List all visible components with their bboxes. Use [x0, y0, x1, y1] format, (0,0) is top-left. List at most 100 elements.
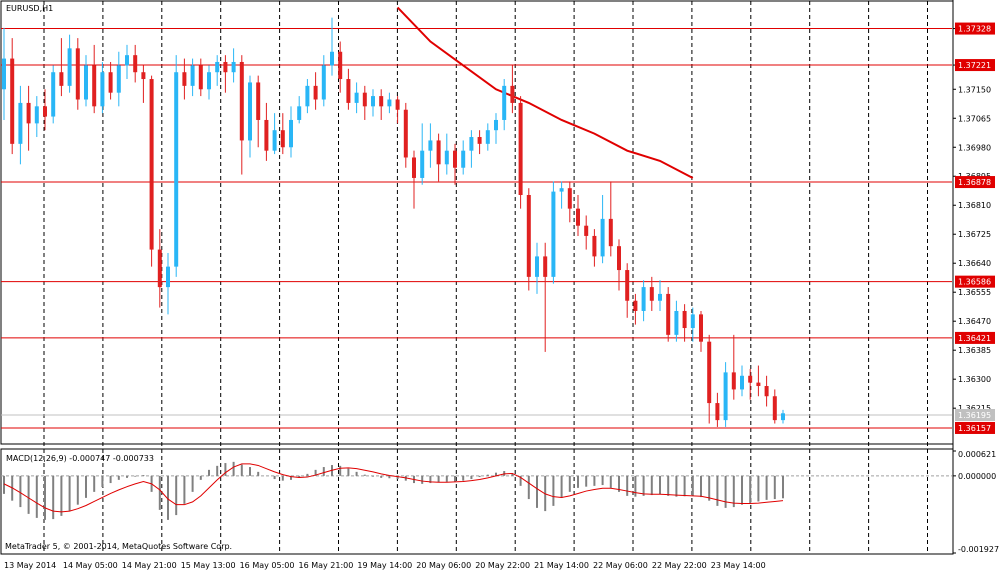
price-level-tag-text: 1.36421	[958, 334, 991, 343]
candle-body	[84, 65, 88, 100]
candle-body	[485, 130, 490, 144]
candle-body	[690, 314, 695, 329]
candle-body	[2, 58, 6, 90]
candle-body	[379, 96, 384, 107]
candle-body	[551, 191, 556, 277]
price-level-tag[interactable]: 1.37328	[955, 22, 995, 35]
price-level-tag[interactable]: 1.36157	[955, 421, 995, 434]
candle-body	[699, 314, 703, 342]
candle-body	[190, 65, 195, 86]
candle-body	[289, 119, 293, 148]
candle-body	[395, 99, 400, 110]
time-axis-label: 20 May 06:00	[416, 561, 471, 570]
time-axis-label: 15 May 13:00	[181, 561, 236, 570]
candle-body	[674, 310, 679, 335]
time-axis-label: 13 May 2014	[4, 561, 56, 570]
candle-body	[772, 396, 777, 421]
time-axis-label: 23 May 14:00	[711, 561, 766, 570]
candle-body	[658, 293, 662, 301]
candle-body	[280, 130, 285, 148]
candle-body	[272, 130, 277, 151]
price-level-tag[interactable]: 1.36421	[955, 331, 995, 344]
candle-body	[256, 82, 261, 120]
current-price-tag-text: 1.36195	[958, 411, 991, 420]
candle-body	[141, 72, 146, 80]
price-axis-label: 1.36810	[958, 201, 991, 210]
candle-body	[264, 119, 269, 151]
axis-layer: 1.37328 1.37221 1.37150 1.37065 1.36980 1.368…	[4, 22, 999, 570]
macd-axis-label: 0.000000	[958, 472, 996, 481]
macd-layer	[1, 461, 952, 520]
candle-body	[387, 99, 392, 107]
candle-body	[198, 65, 203, 90]
candles-layer	[2, 17, 785, 427]
price-level-tag-bg	[955, 176, 995, 189]
candle-body	[248, 82, 252, 141]
price-axis-label: 1.36555	[958, 288, 991, 297]
price-level-tag[interactable]: 1.37221	[955, 59, 995, 72]
current-price-tag: 1.36195	[955, 409, 995, 422]
candle-body	[239, 61, 244, 141]
candle-body	[297, 106, 302, 120]
candle-body	[625, 270, 630, 301]
candle-body	[223, 61, 228, 73]
candle-body	[781, 413, 785, 421]
candle-body	[723, 372, 728, 421]
price-axis-label: 1.36300	[958, 375, 991, 384]
candle-body	[207, 72, 211, 90]
price-level-tag-text: 1.37221	[958, 61, 991, 70]
candle-body	[125, 55, 129, 66]
candle-body	[461, 150, 466, 168]
candle-body	[182, 72, 187, 86]
macd-signal-line	[3, 463, 784, 513]
candle-body	[633, 300, 638, 311]
candle-body	[682, 310, 687, 329]
macd-axis-label: 0.000621	[958, 450, 996, 459]
time-axis-label: 19 May 14:00	[357, 561, 412, 570]
candle-body	[133, 55, 138, 73]
candle-body	[641, 287, 646, 311]
candle-body	[666, 293, 671, 335]
candle-body	[740, 375, 744, 390]
candle-body	[116, 65, 121, 93]
candle-body	[231, 61, 236, 73]
candle-body	[92, 65, 97, 107]
time-axis-label: 22 May 22:00	[652, 561, 707, 570]
candle-body	[494, 119, 498, 131]
price-level-tag-text: 1.37328	[958, 25, 991, 34]
price-level-tag[interactable]: 1.36878	[955, 176, 995, 189]
candle-body	[59, 72, 64, 86]
candle-body	[567, 188, 572, 209]
candle-body	[543, 256, 548, 277]
candle-body	[608, 218, 613, 247]
candle-body	[477, 137, 482, 144]
candle-body	[756, 382, 761, 387]
candle-body	[371, 96, 375, 107]
candle-body	[518, 102, 523, 196]
candle-body	[526, 195, 531, 277]
candle-body	[26, 102, 31, 124]
candle-body	[75, 48, 80, 100]
price-axis-label: 1.36215	[958, 404, 991, 413]
candle-body	[420, 150, 425, 178]
moving-average-layer	[396, 6, 694, 179]
candle-body	[617, 246, 621, 271]
time-axis-label: 22 May 06:00	[593, 561, 648, 570]
candle-body	[149, 79, 154, 250]
candle-body	[428, 140, 433, 151]
price-axis-label: 1.37150	[958, 85, 991, 94]
candle-body	[215, 61, 220, 73]
macd-axis-label: -0.001927	[958, 545, 999, 554]
candle-body	[436, 140, 441, 165]
price-axis-label: 1.36725	[958, 230, 991, 239]
price-level-tag-bg	[955, 22, 995, 35]
price-level-tag[interactable]: 1.36586	[955, 275, 995, 288]
candle-body	[362, 92, 367, 107]
candle-body	[469, 137, 474, 151]
candle-body	[100, 72, 105, 107]
candle-body	[576, 208, 580, 226]
time-axis-label: 20 May 22:00	[475, 561, 530, 570]
candle-body	[707, 341, 712, 404]
